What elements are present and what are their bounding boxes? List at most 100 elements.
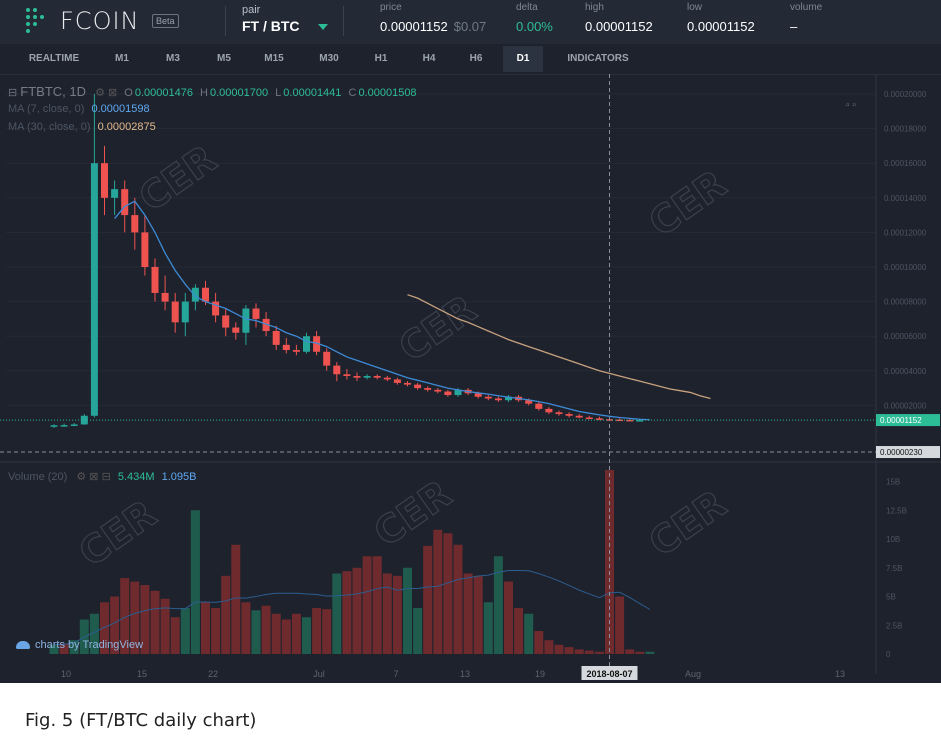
candle-body [393, 379, 401, 383]
volume-bar [635, 651, 645, 654]
volume-bar [251, 610, 261, 654]
candle-body [90, 163, 98, 416]
candle-body [171, 301, 179, 323]
time-tick-label: Jul [313, 669, 325, 679]
ma7-hidden [124, 201, 710, 425]
volume-value2: 1.095B [161, 471, 197, 483]
tab-m15[interactable]: M15 [264, 53, 284, 64]
tab-h6[interactable]: H6 [469, 53, 483, 64]
tab-m5[interactable]: M5 [217, 53, 231, 64]
candle-body [50, 425, 58, 427]
tab-h1[interactable]: H1 [374, 53, 388, 64]
volume-bar [322, 609, 332, 654]
volume-bar [130, 581, 140, 654]
candle-body [252, 308, 260, 319]
candle-body [535, 403, 543, 409]
volume-bar [120, 578, 130, 654]
chart-nav-icons[interactable]: ▫ ▫ [846, 100, 856, 111]
candle-body [565, 414, 573, 416]
candle-body [626, 419, 634, 422]
candle-body [131, 215, 139, 233]
legend-collapse-icon[interactable]: ⊟ [8, 87, 18, 99]
tab-m30[interactable]: M30 [319, 53, 339, 64]
ma30-legend: MA (30, close, 0) 0.00002875 [8, 121, 156, 133]
volume-ma-line [53, 570, 651, 646]
tab-h4[interactable]: H4 [422, 53, 436, 64]
cursor-price-badge-text: 0.00000230 [880, 448, 923, 457]
price-tick-label: 0.00006000 [884, 332, 927, 341]
legend-high: 0.00001700 [209, 87, 269, 99]
ma30-value: 0.00002875 [97, 121, 156, 133]
stat-label: high [585, 2, 604, 13]
tab-m1[interactable]: M1 [115, 53, 129, 64]
volume-bar [291, 613, 301, 654]
candle-body [121, 189, 129, 216]
candle-body [101, 163, 108, 198]
candle-body [444, 391, 452, 396]
volume-bars [49, 470, 655, 654]
candle-body [313, 336, 321, 352]
tradingview-credit[interactable]: charts by TradingView [16, 639, 143, 651]
candle-body [505, 396, 512, 401]
price-tick-label: 0.00010000 [884, 263, 927, 272]
legend-symbol: FTBTC, 1D [20, 84, 87, 99]
legend-open: 0.00001476 [134, 87, 193, 99]
volume-bar [342, 571, 352, 654]
legend-close: 0.00001508 [358, 87, 417, 99]
volume-bar [433, 529, 443, 654]
volume-bar [271, 613, 281, 654]
candle-body [404, 382, 411, 385]
stat-delta: delta 0.00% [516, 2, 553, 34]
top-bar: FCOIN Beta pair FT / BTC price 0.0000115… [0, 0, 941, 44]
price-tick-label: 0.00018000 [884, 125, 927, 134]
stat-price: price 0.00001152 $0.07 [380, 2, 486, 34]
ma7-legend: MA (7, close, 0) 0.00001598 [8, 103, 150, 115]
candle-body [272, 331, 280, 345]
price-tick-label: 0.00016000 [884, 159, 927, 168]
candle-body [424, 388, 432, 390]
price-tick-label: 0.00020000 [884, 90, 927, 99]
watermark-text: CER [131, 136, 224, 220]
volume-bar [140, 585, 150, 654]
volume-bar [312, 608, 322, 654]
candle-body [282, 344, 290, 351]
ohlc-legend: ⊟ FTBTC, 1D ⚙ ⊠ O 0.00001476 H 0.00001700 … [8, 84, 417, 99]
candle-body [545, 408, 553, 413]
tab-indicators[interactable]: INDICATORS [567, 53, 629, 64]
legend-settings-icon[interactable]: ⚙ ⊠ [95, 87, 118, 99]
time-tick-label: 13 [835, 669, 845, 679]
candle-body [303, 336, 310, 352]
stat-value: 0.00001152 [585, 19, 653, 34]
legend-open-label: O [124, 87, 133, 99]
candle-body [595, 418, 603, 420]
candle-body [191, 287, 199, 302]
volume-bar [453, 544, 463, 654]
candle-body [353, 375, 361, 378]
price-usd: $0.07 [453, 19, 487, 34]
ma7-line [114, 200, 650, 421]
fcoin-logo[interactable]: FCOIN Beta [26, 6, 186, 35]
candle-body [434, 389, 442, 392]
tab-realtime[interactable]: REALTIME [28, 53, 80, 64]
candle-body [262, 318, 270, 332]
candle-body [60, 425, 68, 427]
watermark-text: CER [641, 481, 734, 565]
candle-body [70, 424, 78, 426]
candle-body [222, 315, 230, 328]
time-tick-label: Aug [685, 669, 701, 679]
chevron-down-icon [318, 24, 328, 30]
chart-area[interactable]: CER CER CER CER CER CER 0.00020000 0.00018000 0… [0, 74, 941, 683]
stat-high: high 0.00001152 [585, 2, 653, 34]
tab-d1[interactable]: D1 [503, 46, 543, 72]
price-tick-label: 0.00014000 [884, 194, 927, 203]
divider [225, 6, 226, 36]
volume-bar [403, 567, 412, 654]
volume-bar [625, 649, 635, 654]
pair-selector[interactable]: pair FT / BTC [228, 2, 340, 40]
logo-text: FCOIN [60, 7, 140, 35]
tab-m3[interactable]: M3 [166, 53, 180, 64]
tradingview-cloud-icon [16, 641, 30, 650]
volume-settings-icon[interactable]: ⚙ ⊠ ⊟ [76, 471, 111, 483]
